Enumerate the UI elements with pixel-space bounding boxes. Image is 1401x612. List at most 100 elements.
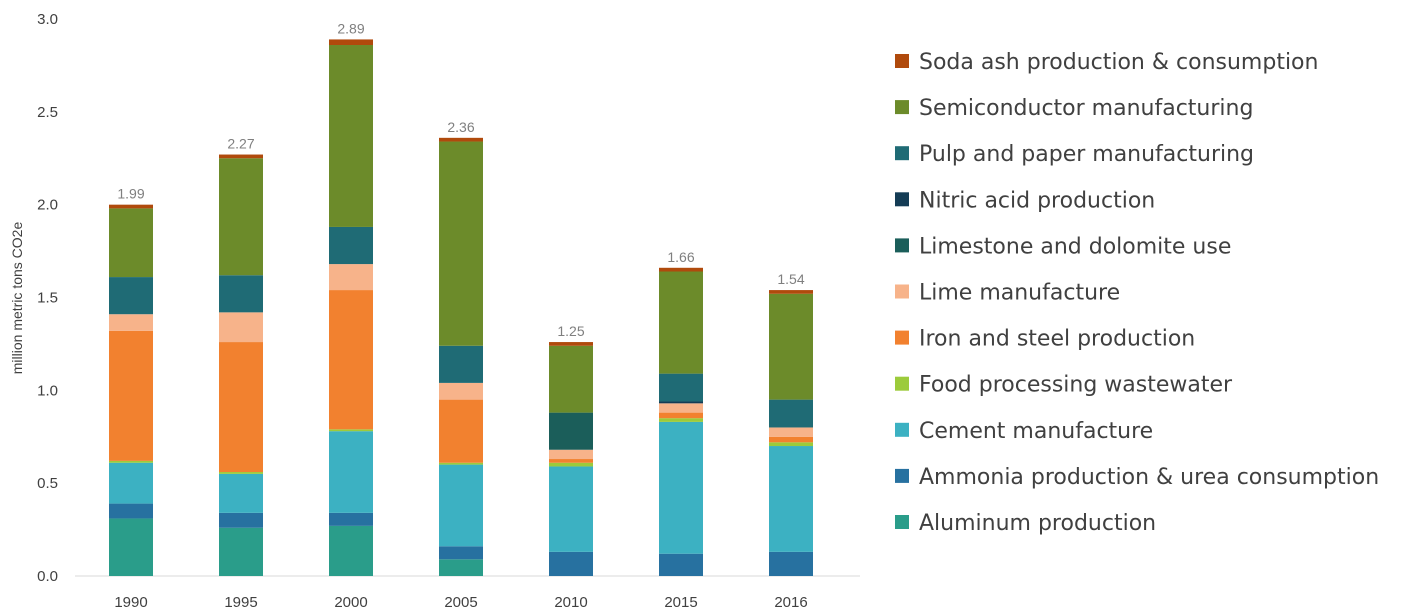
legend-label: Food processing wastewater — [919, 373, 1233, 398]
bar-segment — [659, 412, 703, 419]
bar-total-label: 1.54 — [777, 271, 804, 287]
legend-label: Semiconductor manufacturing — [919, 96, 1253, 121]
bar-segment — [549, 449, 593, 460]
bar-segment — [659, 373, 703, 402]
bar-total-label: 2.36 — [447, 119, 474, 135]
bar-segment — [329, 264, 373, 291]
bar-segment — [659, 267, 703, 272]
legend-label: Aluminum production — [919, 511, 1156, 536]
bar-segment — [439, 462, 483, 465]
bar-segment — [109, 460, 153, 463]
bar-segment — [219, 527, 263, 576]
bar-segment — [439, 399, 483, 463]
legend-label: Cement manufacture — [919, 419, 1153, 444]
bar-segment — [219, 312, 263, 343]
y-tick-label: 2.5 — [37, 104, 58, 121]
bar-segment — [109, 204, 153, 209]
bar-segment — [219, 158, 263, 276]
legend-label: Pulp and paper manufacturing — [919, 142, 1254, 167]
bar-segment — [769, 446, 813, 552]
bar-segment — [109, 518, 153, 576]
bar-segment — [659, 401, 703, 404]
bar-segment — [549, 466, 593, 552]
bar-segment — [109, 277, 153, 315]
bar-segment — [549, 551, 593, 576]
legend-label: Ammonia production & urea consumption — [919, 465, 1379, 490]
legend-label: Lime manufacture — [919, 281, 1120, 306]
y-tick-label: 1.0 — [37, 382, 58, 399]
x-tick-label: 2015 — [664, 594, 697, 611]
bar-segment — [329, 431, 373, 513]
bar-segment — [769, 399, 813, 428]
bar-segment — [329, 39, 373, 45]
y-tick-label: 0.0 — [37, 568, 58, 585]
y-tick-label: 3.0 — [37, 11, 58, 28]
bar-segment — [769, 442, 813, 447]
bar-segment — [549, 459, 593, 463]
bar-segment — [329, 44, 373, 227]
chart-marks: 0.0 0.5 1.0 1.5 2.0 2.5 3.0 1.99 1990 2.27 1995 2.8… — [37, 11, 860, 611]
bar-segment — [439, 464, 483, 547]
bar-segment — [549, 412, 593, 450]
bar-segment — [769, 551, 813, 576]
bar-segment — [219, 512, 263, 528]
bar-segment — [439, 137, 483, 142]
legend-label: Limestone and dolomite use — [919, 234, 1231, 259]
y-tick-label: 2.0 — [37, 197, 58, 214]
bar-segment — [329, 512, 373, 526]
bar-segment — [439, 382, 483, 400]
bar-segment — [219, 473, 263, 513]
legend-swatch — [895, 100, 909, 115]
bar-segment — [659, 418, 703, 422]
bar-segment — [219, 342, 263, 473]
bar-segment — [219, 154, 263, 159]
bar-segment — [109, 330, 153, 461]
x-tick-label: 2005 — [444, 594, 477, 611]
bar-segment — [659, 403, 703, 413]
chart-legend: Soda ash production & consumption Semicon… — [895, 50, 1379, 536]
x-tick-label: 2016 — [774, 594, 807, 611]
bar-segment — [659, 271, 703, 374]
x-tick-label: 1990 — [114, 594, 147, 611]
bar-segment — [659, 553, 703, 576]
legend-swatch — [895, 54, 909, 68]
legend-swatch — [895, 330, 909, 345]
legend-swatch — [895, 146, 909, 161]
legend-label: Nitric acid production — [919, 188, 1155, 213]
bar-segment — [439, 546, 483, 560]
bar-segment — [659, 421, 703, 554]
x-tick-label: 1995 — [224, 594, 257, 611]
bar-total-label: 1.99 — [117, 186, 144, 202]
legend-label: Iron and steel production — [919, 327, 1195, 352]
bar-total-label: 1.66 — [667, 249, 694, 265]
bar-segment — [549, 342, 593, 346]
bar-segment — [329, 226, 373, 265]
bar-segment — [769, 293, 813, 400]
bar-segment — [439, 559, 483, 576]
bar-segment — [109, 208, 153, 278]
bar-segment — [329, 525, 373, 576]
bar-segment — [549, 345, 593, 413]
legend-swatch — [895, 376, 909, 391]
bar-segment — [109, 503, 153, 519]
bar-segment — [769, 427, 813, 437]
bar-segment — [329, 290, 373, 430]
bar-total-label: 2.27 — [227, 136, 254, 152]
legend-swatch — [895, 284, 909, 299]
y-tick-label: 0.5 — [37, 475, 58, 492]
y-tick-label: 1.5 — [37, 290, 58, 307]
bar-total-label: 2.89 — [337, 20, 364, 36]
bar-segment — [439, 141, 483, 346]
bar-segment — [329, 429, 373, 432]
legend-swatch — [895, 238, 909, 253]
bar-segment — [109, 462, 153, 504]
x-tick-label: 2010 — [554, 594, 587, 611]
bar-segment — [219, 275, 263, 313]
x-tick-label: 2000 — [334, 594, 367, 611]
bar-segment — [769, 436, 813, 443]
bar-segment — [439, 345, 483, 383]
bar-segment — [549, 462, 593, 467]
legend-swatch — [895, 515, 909, 529]
y-axis-label: million metric tons CO2e — [9, 222, 25, 375]
legend-swatch — [895, 192, 909, 207]
